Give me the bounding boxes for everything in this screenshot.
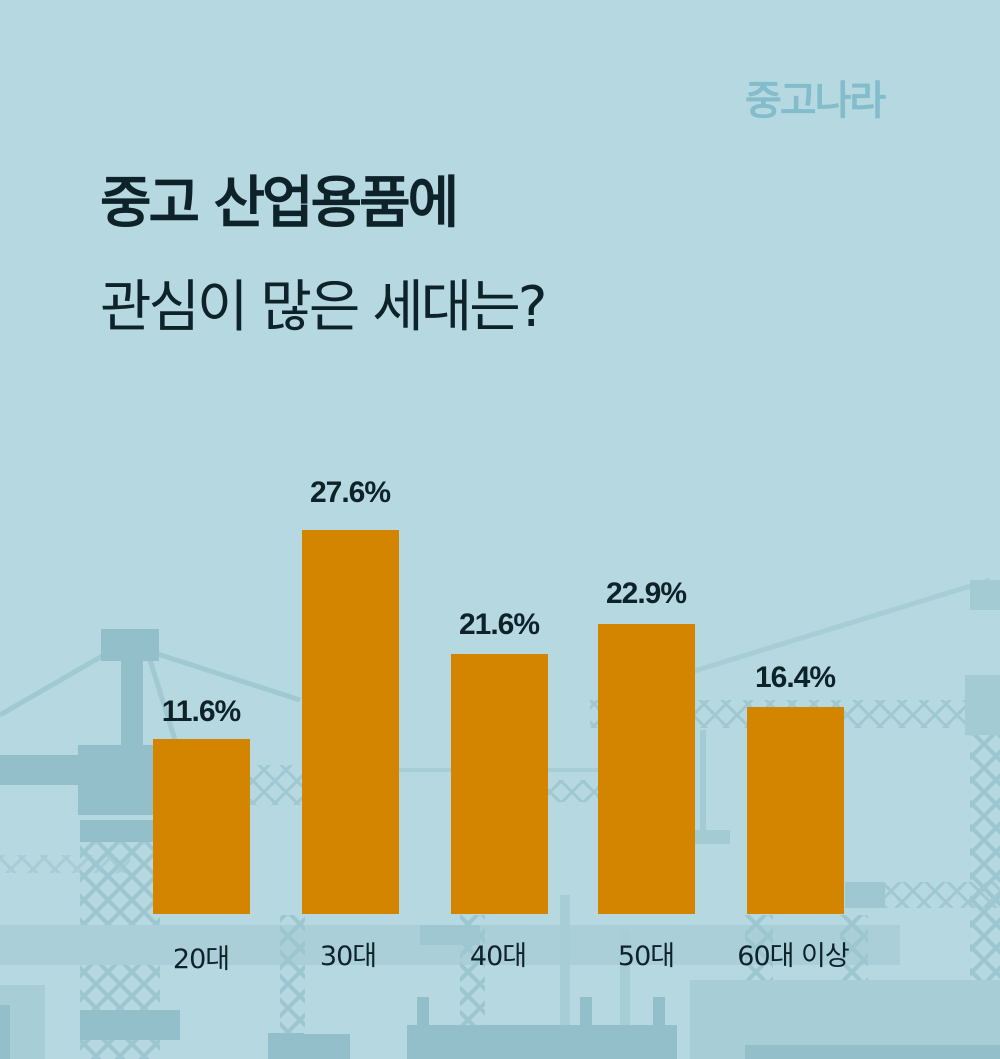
bar-20s: [153, 739, 250, 914]
title-line-1: 중고 산업용품에: [100, 171, 459, 236]
category-label: 20대: [172, 944, 230, 975]
category-label: 40대: [469, 941, 527, 972]
category-label: 30대: [319, 941, 377, 972]
value-label: 16.4%: [754, 661, 836, 694]
value-label: 27.6%: [309, 476, 391, 509]
bar-50s: [598, 624, 695, 914]
bar-60s-plus: [747, 707, 844, 914]
category-label: 50대: [617, 941, 675, 972]
title-line-2: 관심이 많은 세대는?: [100, 275, 547, 340]
value-label: 11.6%: [161, 695, 241, 728]
value-label: 22.9%: [605, 577, 687, 610]
category-label: 60대 이상: [737, 941, 849, 972]
bar-30s: [302, 530, 399, 914]
brand-logo: 중고나라: [745, 78, 886, 124]
bar-40s: [451, 654, 548, 914]
value-label: 21.6%: [458, 608, 540, 641]
